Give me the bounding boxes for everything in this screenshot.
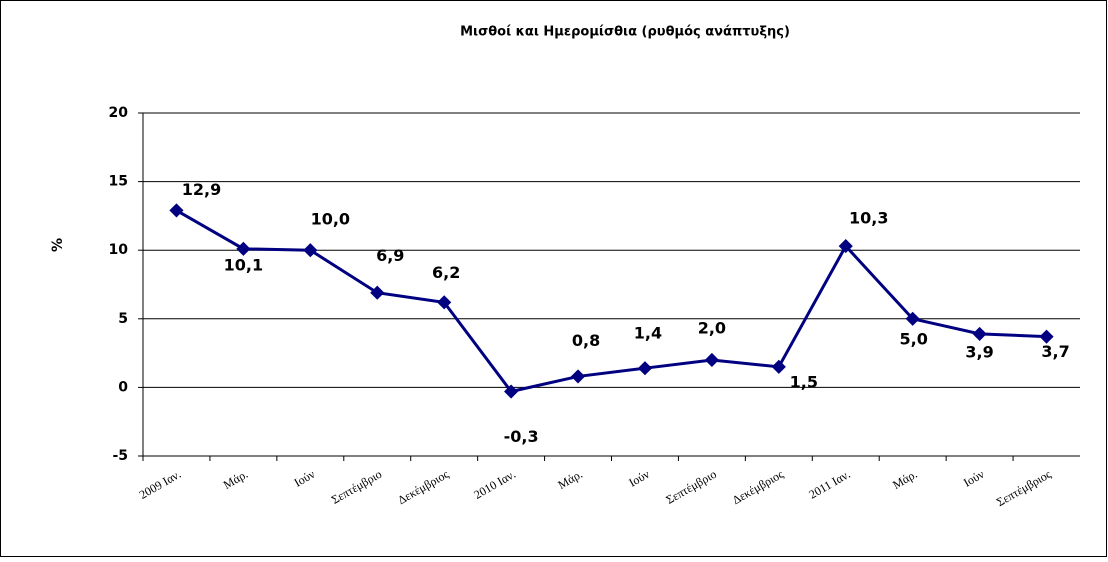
series-line	[175, 209, 1047, 394]
data-point	[303, 243, 318, 258]
data-label: 0,8	[572, 331, 600, 350]
data-point	[570, 369, 586, 384]
y-tick-label: -5	[112, 448, 128, 464]
data-label: 12,9	[182, 180, 221, 199]
data-point	[1039, 329, 1054, 344]
y-axis-label: %	[50, 238, 66, 252]
data-point	[838, 239, 853, 254]
data-label: 5,0	[900, 329, 928, 348]
data-label: 10,0	[311, 210, 350, 229]
data-point	[704, 352, 719, 368]
data-label: 10,3	[849, 209, 888, 228]
data-point	[504, 384, 519, 399]
data-point	[637, 361, 653, 376]
y-tick-label: 15	[109, 174, 128, 190]
data-point	[236, 241, 251, 256]
data-point	[771, 359, 786, 374]
data-label: 3,9	[965, 342, 993, 361]
data-label: 1,5	[790, 372, 818, 391]
data-point	[972, 326, 987, 341]
y-tick-label: 5	[118, 311, 128, 327]
data-label: 10,1	[224, 255, 263, 274]
data-point	[437, 295, 452, 310]
data-label: 1,4	[634, 324, 662, 343]
data-point	[370, 285, 385, 300]
y-tick-label: 0	[118, 379, 128, 395]
data-label: -0,3	[504, 427, 539, 446]
data-label: 3,7	[1041, 342, 1069, 361]
y-tick-label: 10	[109, 242, 129, 258]
y-tick-label: 20	[109, 105, 129, 121]
data-label: 6,9	[376, 246, 404, 265]
data-point	[169, 203, 184, 218]
data-label: 2,0	[698, 318, 726, 337]
data-point	[905, 311, 920, 326]
chart-title: Μισθοί και Ημερομίσθια (ρυθμός ανάπτυξης…	[460, 25, 790, 40]
data-label: 6,2	[432, 263, 460, 282]
